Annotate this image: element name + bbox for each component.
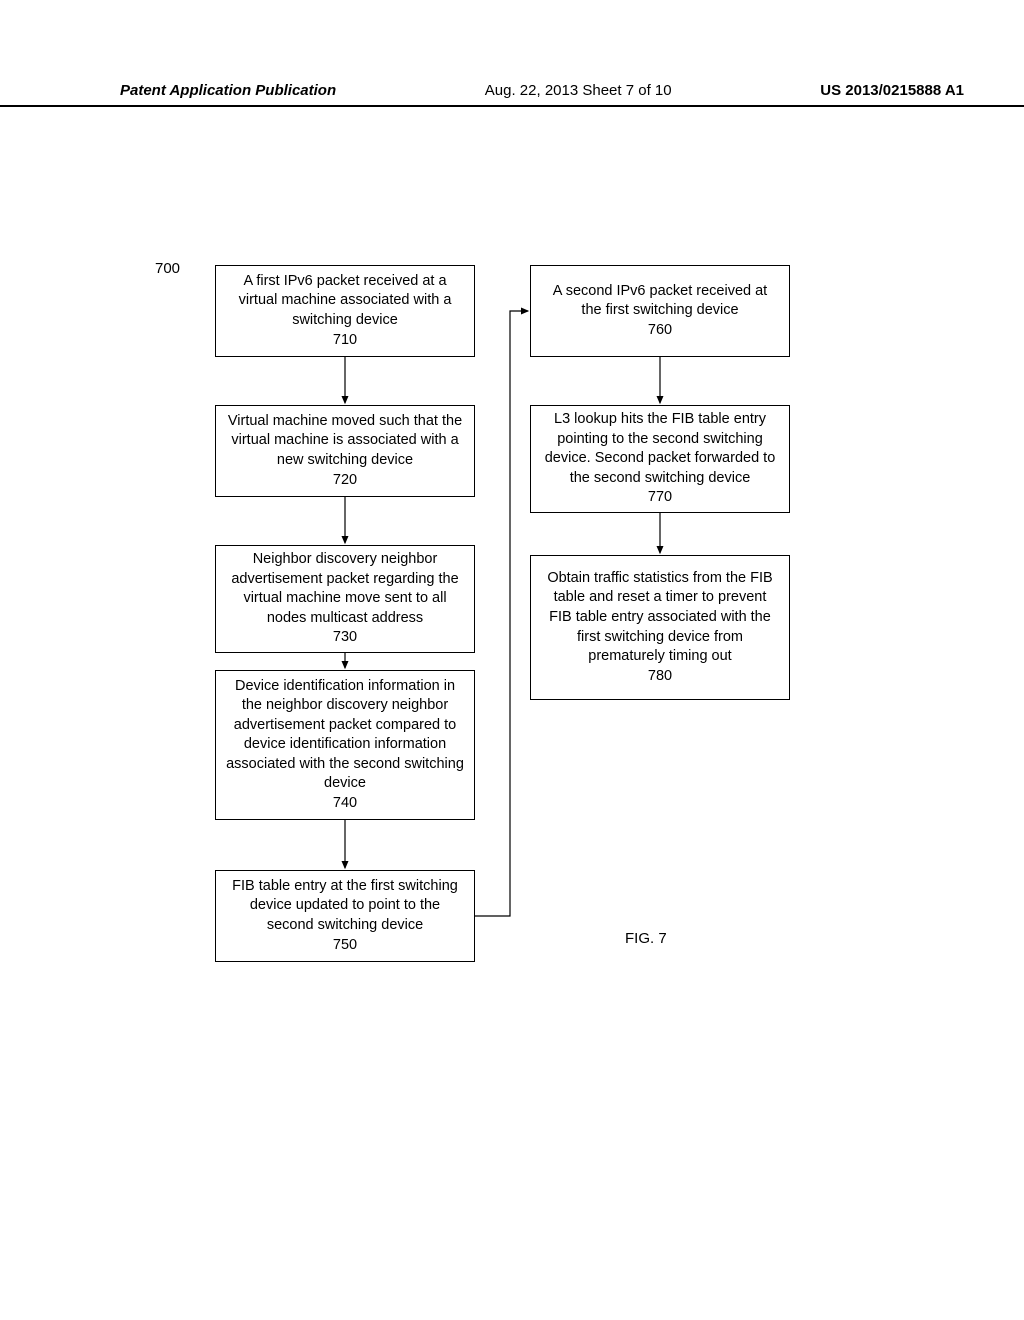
flow-box-760: A second IPv6 packet received at the fir… [530,265,790,357]
flow-box-num: 760 [648,321,672,341]
flow-box-num: 750 [333,936,357,956]
diagram-ref-number: 700 [155,260,180,277]
flow-box-num: 740 [333,794,357,814]
flow-box-740: Device identification information in the… [215,670,475,820]
flow-box-text: Device identification information in the… [226,677,464,794]
flow-box-num: 720 [333,471,357,491]
figure-label: FIG. 7 [625,930,667,947]
flow-box-text: FIB table entry at the first switching d… [226,877,464,936]
flow-box-710: A first IPv6 packet received at a virtua… [215,265,475,357]
flow-box-720: Virtual machine moved such that the virt… [215,405,475,497]
flow-box-text: Obtain traffic statistics from the FIB t… [541,569,779,667]
flow-box-text: A second IPv6 packet received at the fir… [541,282,779,321]
flow-box-text: Neighbor discovery neighbor advertisemen… [226,550,464,628]
flow-box-770: L3 lookup hits the FIB table entry point… [530,405,790,513]
header-date-sheet: Aug. 22, 2013 Sheet 7 of 10 [485,82,672,99]
flow-box-text: Virtual machine moved such that the virt… [226,412,464,471]
page-header: Patent Application Publication Aug. 22, … [0,82,1024,107]
flowchart: 700 A first IPv6 packet received at a vi… [0,250,1024,1150]
flow-box-num: 710 [333,331,357,351]
header-pub-number: US 2013/0215888 A1 [820,82,964,99]
flow-box-num: 780 [648,667,672,687]
flow-box-num: 770 [648,488,672,508]
flow-box-text: A first IPv6 packet received at a virtua… [226,272,464,331]
flow-connectors [0,250,1024,1150]
flow-box-num: 730 [333,628,357,648]
flow-box-750: FIB table entry at the first switching d… [215,870,475,962]
flow-box-730: Neighbor discovery neighbor advertisemen… [215,545,475,653]
flow-box-780: Obtain traffic statistics from the FIB t… [530,555,790,700]
flow-box-text: L3 lookup hits the FIB table entry point… [541,410,779,488]
header-publication: Patent Application Publication [120,82,336,99]
